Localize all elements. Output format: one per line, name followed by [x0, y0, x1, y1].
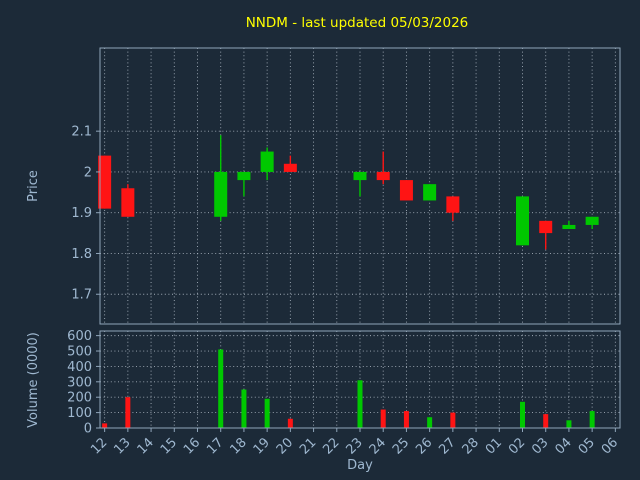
day-tick-label: 21: [297, 435, 319, 457]
volume-bar: [380, 409, 386, 428]
volume-tick-label: 0: [84, 422, 92, 437]
candle-body: [399, 180, 413, 201]
day-tick-label: 23: [344, 435, 366, 457]
day-tick-label: 20: [274, 435, 296, 457]
volume-axis-label: Volume (0000): [26, 332, 41, 428]
day-tick-label: 15: [158, 435, 180, 457]
day-tick-label: 25: [390, 435, 412, 457]
day-tick-label: 16: [181, 435, 203, 457]
price-tick-label: 2.1: [71, 125, 92, 140]
day-tick-label: 05: [576, 435, 598, 457]
day-tick-label: 13: [111, 435, 133, 457]
day-tick-label: 06: [599, 435, 621, 457]
day-tick-label: 17: [204, 435, 226, 457]
volume-bar: [125, 397, 131, 428]
volume-tick-label: 300: [67, 375, 92, 390]
price-tick-label: 1.8: [71, 247, 92, 262]
day-tick-label: 04: [552, 435, 574, 457]
chart-title: NNDM - last updated 05/03/2026: [246, 15, 469, 31]
candle-body: [283, 163, 297, 172]
price-tick-label: 1.9: [71, 206, 92, 221]
volume-bar: [264, 398, 270, 428]
day-tick-label: 22: [320, 435, 342, 457]
volume-bar: [102, 423, 108, 428]
volume-bar: [427, 417, 433, 428]
candle-body: [516, 196, 529, 246]
price-axis-label: Price: [26, 170, 41, 202]
volume-tick-label: 600: [67, 329, 92, 344]
volume-bar: [287, 418, 293, 428]
volume-tick-label: 500: [67, 345, 92, 360]
price-tick-label: 1.7: [71, 288, 92, 303]
day-tick-label: 18: [227, 435, 249, 457]
day-tick-label: 19: [251, 435, 273, 457]
volume-tick-label: 400: [67, 360, 92, 375]
candle-body: [121, 188, 135, 217]
day-tick-label: 24: [367, 435, 389, 457]
day-tick-label: 27: [436, 435, 458, 457]
volume-bar: [543, 414, 549, 428]
candle-body: [376, 171, 390, 181]
volume-bar: [520, 401, 525, 428]
candle-body: [562, 224, 576, 230]
volume-tick-label: 100: [67, 406, 92, 421]
candle-body: [446, 196, 460, 213]
candle-body: [237, 171, 251, 181]
volume-bar: [589, 411, 595, 428]
price-tick-label: 2: [84, 165, 92, 180]
day-tick-label: 14: [135, 435, 157, 457]
candle-body: [423, 184, 437, 201]
candle-body: [353, 171, 367, 181]
day-axis-label: Day: [347, 458, 373, 473]
day-tick-label: 02: [506, 435, 528, 457]
volume-bar: [218, 349, 224, 428]
day-tick-label: 12: [88, 435, 110, 457]
candle-body: [214, 171, 228, 217]
volume-bar: [403, 411, 409, 428]
volume-tick-label: 200: [67, 391, 92, 406]
candle-body: [98, 155, 112, 209]
volume-bar: [566, 420, 572, 428]
grid-layer: [100, 48, 620, 429]
price-panel-border: [99, 47, 621, 325]
day-tick-label: 01: [483, 435, 505, 457]
candle-body: [260, 151, 274, 172]
candle-body: [539, 220, 553, 234]
series-layer: [98, 135, 599, 428]
candle-body: [585, 216, 599, 225]
volume-bar: [241, 389, 247, 428]
volume-bar: [357, 380, 363, 428]
day-tick-label: 03: [529, 435, 551, 457]
day-tick-label: 26: [413, 435, 435, 457]
volume-bar: [450, 412, 456, 428]
day-tick-label: 28: [460, 435, 482, 457]
